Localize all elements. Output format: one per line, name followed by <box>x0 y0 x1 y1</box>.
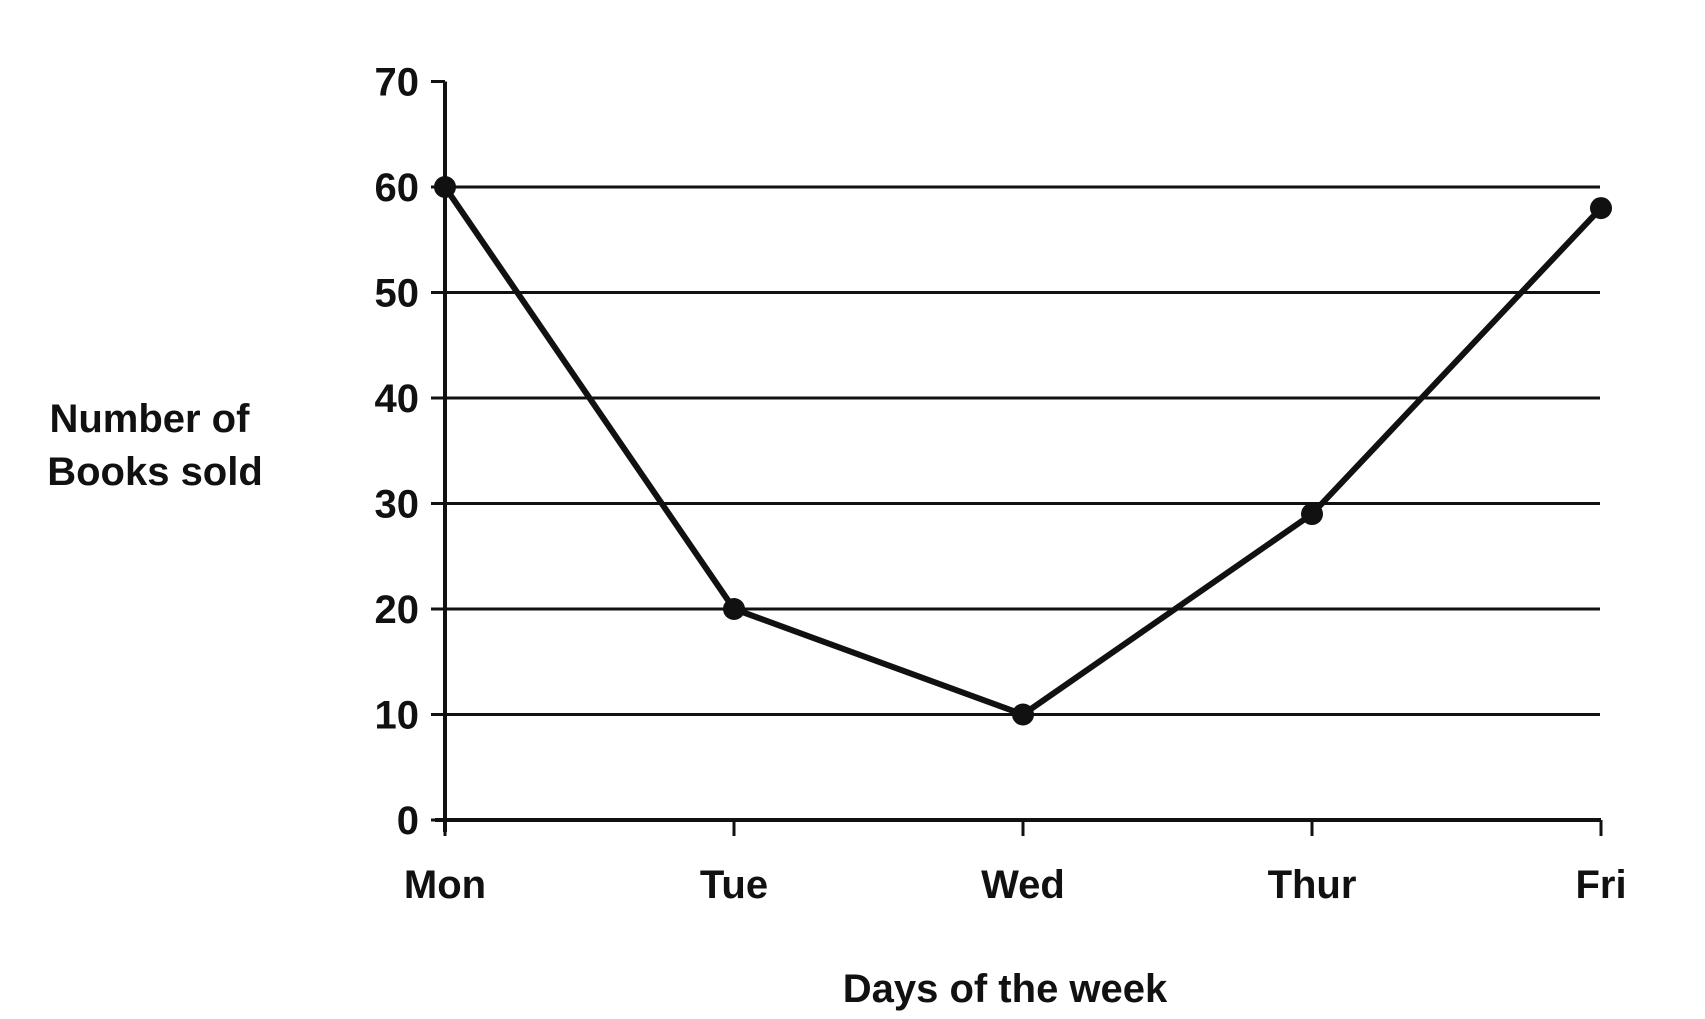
x-tick-labels: Mon Tue Wed Thur Fri <box>404 863 1627 907</box>
x-tick-label-mon: Mon <box>404 863 486 907</box>
y-tick-label-0: 0 <box>397 799 419 843</box>
y-axis-title-line-1: Number of <box>49 397 250 441</box>
y-axis-title: Number of Books sold <box>47 397 263 494</box>
y-tick-label-10: 10 <box>375 694 420 738</box>
x-axis-title: Days of the week <box>843 967 1168 1011</box>
y-axis-title-line-2: Books sold <box>47 450 263 494</box>
x-tick-label-tue: Tue <box>700 863 768 907</box>
x-tick-label-fri: Fri <box>1575 863 1626 907</box>
data-point-fri <box>1590 197 1612 220</box>
y-tick-label-60: 60 <box>375 166 420 210</box>
y-tick-label-20: 20 <box>375 588 420 632</box>
data-point-tue <box>723 598 745 620</box>
gridlines <box>445 185 1600 716</box>
y-tick-label-30: 30 <box>375 483 420 527</box>
y-tick-label-70: 70 <box>375 61 420 105</box>
data-point-wed <box>1012 703 1034 726</box>
x-tick-label-thur: Thur <box>1268 863 1357 907</box>
y-tick-label-50: 50 <box>375 272 420 316</box>
series-layer <box>434 176 1612 726</box>
data-point-thur <box>1301 503 1323 526</box>
data-point-mon <box>434 176 456 198</box>
axes <box>431 80 1603 836</box>
x-tick-label-wed: Wed <box>981 863 1065 907</box>
y-tick-label-40: 40 <box>375 377 420 421</box>
series-line-0 <box>442 184 1604 718</box>
y-tick-labels: 0 10 20 30 40 50 60 70 <box>375 61 420 844</box>
